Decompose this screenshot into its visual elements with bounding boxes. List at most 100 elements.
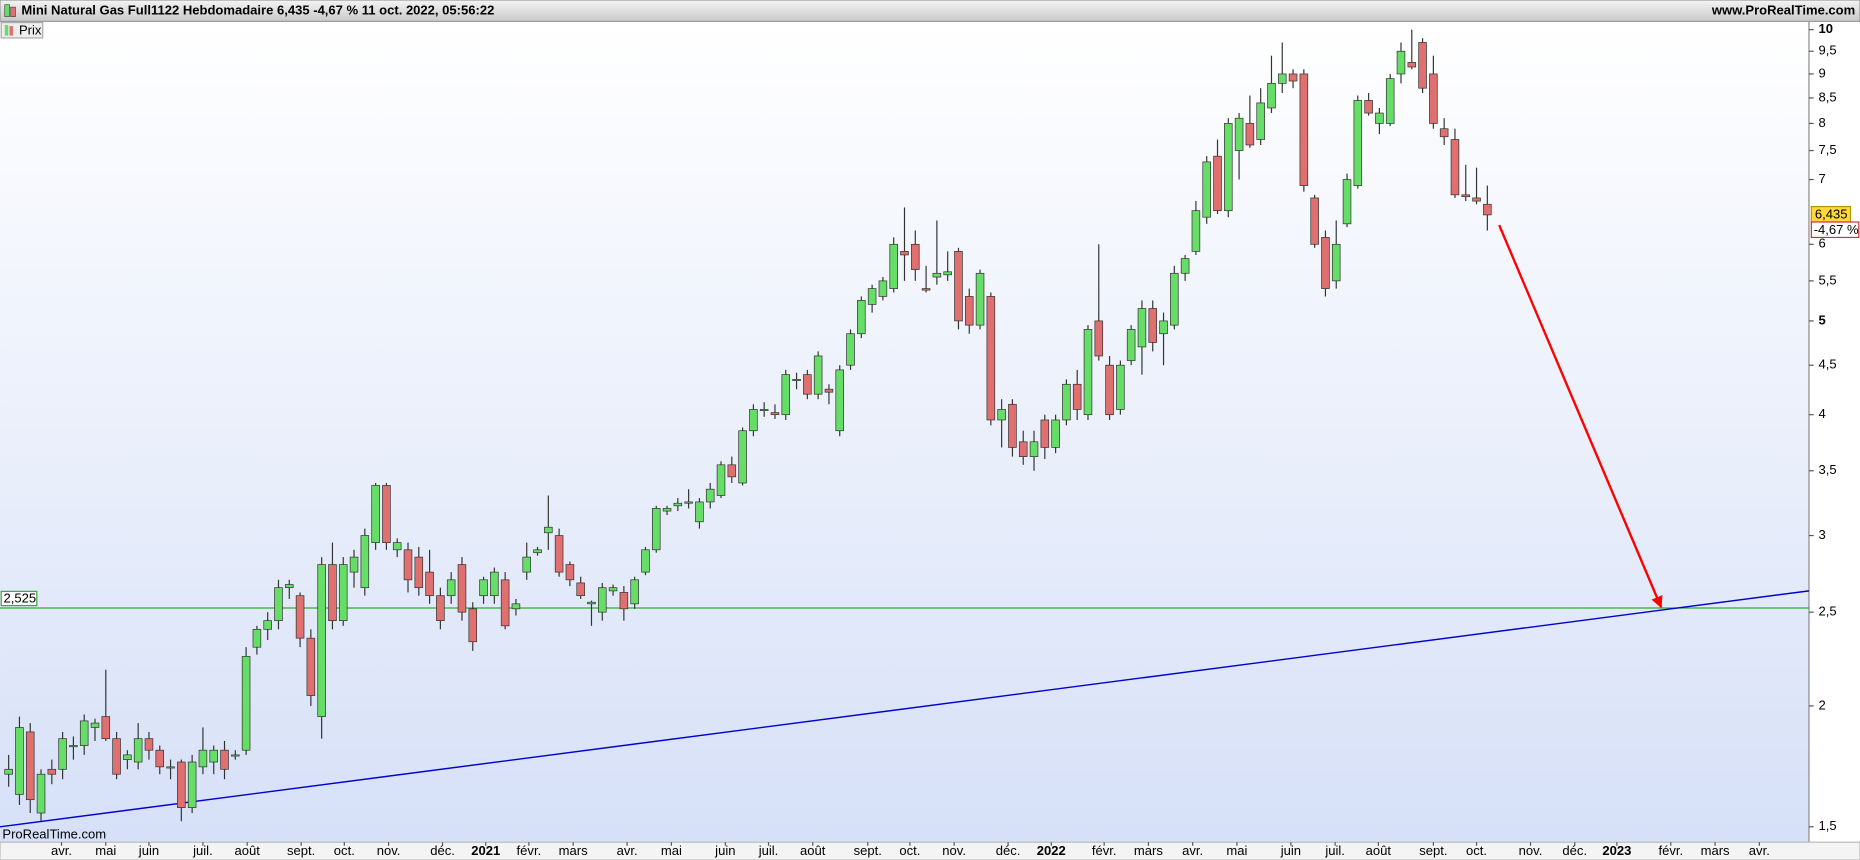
y-tick-label: 8 [1818,115,1825,130]
candle-body [900,251,909,256]
y-tick-label: 7,5 [1818,142,1836,157]
candle-body [803,374,812,395]
candle-body [1062,383,1071,421]
candle-body [673,502,683,507]
candle-body [1094,320,1104,357]
candle-body [231,754,240,757]
candle-body [1461,194,1471,198]
candle-body [1450,139,1460,196]
candle-body [1040,419,1050,448]
candle-body [824,388,834,393]
candle-body [1321,237,1330,289]
y-tick-label: 6 [1818,236,1825,251]
y-tick-label: 3,5 [1818,462,1836,477]
candle-body [781,374,791,416]
y-tick-label: 1,5 [1818,818,1836,833]
candle-body [209,749,218,763]
candle-body [285,584,294,589]
candle-body [608,587,618,592]
icon [4,4,10,17]
watermark: ProRealTime.com [2,827,106,842]
candle-body [306,637,316,696]
x-tick-label: déc. [1562,843,1587,858]
y-tick-label: 2,5 [1818,604,1836,619]
candle-body [889,243,898,289]
candle-body [867,288,877,305]
y-tick-label: 8,5 [1818,89,1836,104]
x-tick-label: juil. [192,843,213,858]
candle-body [101,716,111,740]
candle-body [252,628,262,648]
candle-body [1418,42,1427,89]
y-tick-label: 9,5 [1818,43,1836,58]
y-tick-label: 3 [1818,527,1825,542]
y-tick-label: 9 [1818,65,1825,80]
y-tick-label: 7 [1818,171,1825,186]
candle-body [1180,258,1190,274]
candle-body [576,582,585,597]
x-tick-label: août [234,843,260,858]
candle-body [112,738,121,775]
candle-body [220,749,229,770]
candle-body [846,333,855,366]
x-tick-label: nov. [377,843,401,858]
x-tick-label: oct. [1466,843,1487,858]
candle-body [500,579,510,627]
candle-body [4,768,13,775]
candle-body [1331,243,1341,282]
x-tick-label: mars [1134,843,1163,858]
candle-body [177,761,186,808]
x-tick-label: avr. [1749,843,1770,858]
candle-body [749,409,758,432]
change-label: -4,67 % [1814,222,1859,237]
candle-body [522,556,531,573]
candle-body [932,272,942,278]
x-tick-label: sept. [287,843,315,858]
x-tick-label: févr. [1659,843,1684,858]
candle-body [58,738,67,770]
candle-body [1483,203,1492,216]
legend-label: Prix [19,22,42,37]
candle-body [1277,73,1287,84]
x-tick-label: juin [1280,843,1301,858]
candle-body [79,720,89,746]
candle-body [144,738,154,751]
x-tick-label: nov. [1519,843,1543,858]
x-tick-label: août [1366,843,1392,858]
candle-body [25,731,35,801]
candle-body [1105,364,1114,416]
candle-body [727,464,737,478]
plot-background [0,21,1809,843]
candle-body [1364,100,1373,114]
candle-body [1396,50,1406,75]
candle-body [490,571,499,597]
candle-body [1148,308,1158,343]
candle-body [813,355,823,395]
candle-body [759,409,769,412]
x-tick-label: août [800,843,826,858]
level-label-box [0,590,38,607]
candle-body [1213,155,1222,212]
x-tick-label: déc. [430,843,455,858]
candle-body [133,738,143,763]
x-tick-label: avr. [1182,843,1203,858]
candle-body [155,749,165,768]
x-tick-label: oct. [334,843,355,858]
candle-body [943,271,952,276]
x-tick-label: déc. [996,843,1021,858]
candle-body [792,379,801,381]
candle-body [295,595,305,639]
candle-body [911,243,920,270]
y-tick-label: 4 [1818,406,1825,421]
candle-body [1407,62,1417,68]
candle-body [1310,197,1319,245]
candle-body [90,722,100,728]
change-box [1810,221,1860,239]
candle-body [1072,383,1082,410]
x-tick-label: juil. [758,843,779,858]
candle-body [349,556,359,573]
candle-body [716,464,726,496]
candle-body [1342,179,1352,225]
